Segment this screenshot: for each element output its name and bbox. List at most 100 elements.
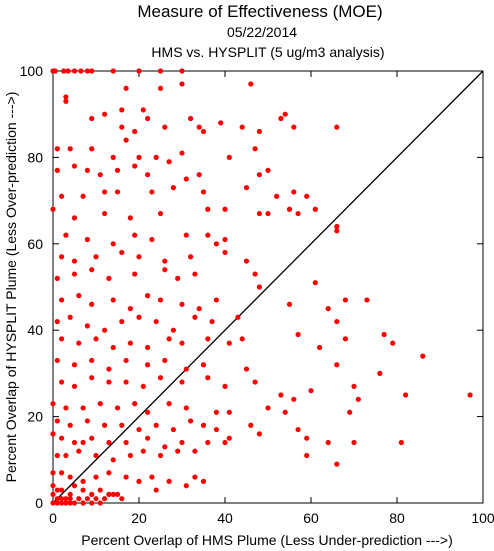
data-point	[59, 336, 65, 342]
data-point	[89, 68, 95, 74]
data-point	[145, 435, 151, 441]
data-point	[200, 189, 207, 195]
x-axis-label: Percent Overlap of HMS Plume (Less Under…	[81, 532, 453, 548]
data-point	[239, 124, 245, 130]
data-point	[252, 379, 258, 385]
data-point	[50, 491, 56, 497]
data-point	[127, 215, 133, 221]
data-point	[157, 452, 164, 459]
data-point	[84, 496, 90, 502]
data-point	[54, 357, 60, 364]
data-point	[145, 115, 151, 122]
data-point	[97, 500, 103, 506]
data-point	[71, 500, 78, 506]
data-point	[106, 439, 112, 446]
data-point	[54, 275, 60, 281]
data-point	[52, 68, 58, 74]
data-point	[71, 258, 78, 264]
data-point	[123, 379, 129, 385]
data-point	[291, 396, 297, 402]
data-point	[80, 478, 86, 484]
data-point	[175, 275, 181, 281]
data-point	[50, 206, 56, 212]
data-point	[102, 327, 108, 333]
data-point	[256, 172, 262, 178]
data-point	[123, 85, 129, 91]
x-tick-label: 100	[471, 510, 494, 526]
data-point	[282, 409, 288, 415]
data-point	[252, 271, 258, 277]
data-point	[106, 379, 112, 385]
data-point	[162, 357, 168, 364]
data-point	[106, 275, 112, 281]
data-point	[89, 267, 95, 273]
data-point	[205, 232, 211, 238]
data-point	[89, 375, 95, 381]
data-point	[110, 491, 116, 497]
data-point	[84, 236, 90, 243]
data-point	[63, 98, 69, 104]
one-to-one-line	[52, 70, 484, 504]
data-point	[183, 176, 189, 182]
data-point	[153, 154, 159, 160]
data-point	[153, 487, 159, 493]
data-point	[192, 314, 198, 320]
data-point	[162, 258, 168, 264]
data-point	[89, 115, 95, 122]
data-point	[149, 474, 155, 480]
data-point	[145, 344, 151, 351]
data-point	[162, 267, 168, 273]
data-point	[59, 254, 65, 260]
data-point	[67, 500, 73, 506]
data-point	[119, 107, 125, 113]
data-point	[63, 94, 69, 100]
data-point	[123, 357, 129, 364]
data-point	[119, 124, 125, 130]
data-point	[166, 478, 172, 484]
data-point	[127, 306, 133, 312]
data-point	[84, 68, 90, 74]
data-point	[278, 392, 284, 398]
data-point	[243, 366, 250, 372]
data-point	[71, 215, 78, 221]
data-point	[200, 478, 207, 484]
data-point	[136, 478, 142, 484]
data-point	[71, 362, 78, 368]
data-point	[157, 210, 164, 217]
data-point	[54, 146, 60, 152]
data-point	[54, 167, 60, 173]
data-point	[106, 470, 112, 476]
data-point	[218, 120, 224, 126]
data-point	[50, 470, 56, 476]
data-point	[183, 483, 189, 489]
data-point	[157, 68, 164, 74]
data-point	[89, 435, 95, 441]
data-point	[265, 210, 271, 217]
data-point	[304, 193, 310, 199]
data-point	[84, 418, 90, 424]
data-point	[183, 232, 189, 238]
data-point	[334, 318, 340, 325]
data-point	[140, 383, 146, 389]
data-point	[196, 306, 202, 312]
data-point	[213, 297, 219, 303]
data-point	[205, 375, 211, 381]
data-point	[179, 340, 185, 346]
data-point	[166, 336, 172, 342]
x-tick-label: 0	[49, 510, 57, 526]
data-point	[226, 154, 232, 160]
data-point	[102, 189, 108, 195]
data-point	[127, 340, 133, 346]
data-point	[93, 474, 99, 480]
x-tick-label: 60	[303, 510, 319, 526]
data-point	[274, 193, 280, 199]
data-point	[170, 185, 176, 191]
data-point	[213, 241, 219, 247]
data-point	[351, 383, 357, 389]
data-point	[222, 236, 228, 243]
plot-frame	[52, 70, 484, 504]
data-point	[325, 306, 331, 312]
data-point	[136, 254, 142, 260]
y-tick-label: 40	[27, 322, 43, 338]
data-point	[114, 189, 121, 195]
